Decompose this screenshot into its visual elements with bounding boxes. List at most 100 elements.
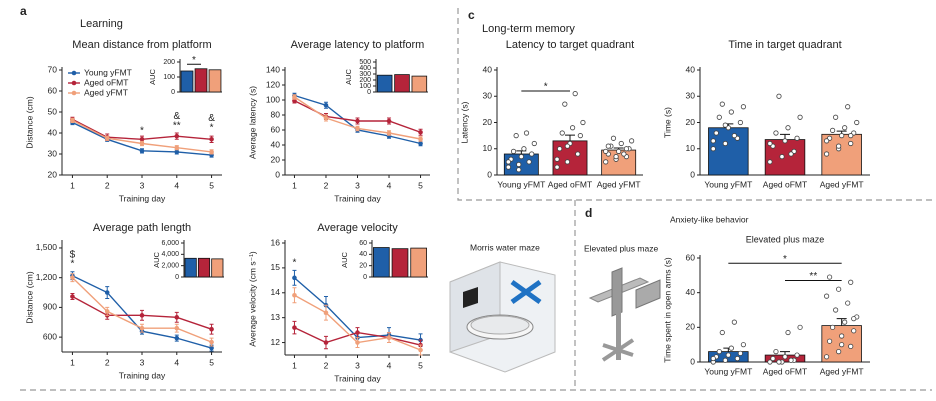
y-tick-label: 20 bbox=[686, 322, 696, 332]
heading: Long-term memory bbox=[482, 23, 575, 35]
x-tick-label: Aged oFMT bbox=[763, 179, 807, 189]
chart-title: Average path length bbox=[93, 222, 191, 234]
data-point bbox=[722, 357, 728, 363]
bar bbox=[394, 74, 410, 93]
annotation: ** bbox=[173, 120, 181, 131]
x-tick-label: 3 bbox=[140, 357, 145, 367]
plus-maze-illustration bbox=[588, 267, 661, 362]
data-point bbox=[836, 143, 842, 149]
data-point bbox=[559, 130, 565, 136]
error-bar bbox=[516, 150, 527, 154]
data-point bbox=[740, 104, 747, 110]
x-axis-label: Training day bbox=[119, 193, 166, 203]
data-point bbox=[830, 127, 836, 133]
y-tick-label: 20 bbox=[359, 263, 367, 270]
y-axis-label: Time spent in open arms (s) bbox=[662, 257, 672, 363]
series-marker bbox=[418, 347, 423, 353]
data-point bbox=[603, 148, 609, 154]
bar bbox=[208, 69, 222, 93]
series-marker bbox=[209, 339, 214, 345]
y-axis-label: Latency (s) bbox=[459, 101, 469, 143]
x-tick-label: Young yFMT bbox=[497, 179, 545, 189]
bar bbox=[211, 258, 224, 278]
series-marker bbox=[139, 313, 145, 318]
bar bbox=[194, 68, 208, 93]
series-marker bbox=[292, 275, 297, 281]
series-marker bbox=[292, 325, 297, 330]
series-marker bbox=[209, 137, 214, 142]
y-tick-label: 60 bbox=[271, 124, 281, 134]
y-tick-label: 200 bbox=[359, 77, 371, 84]
bar bbox=[184, 257, 197, 278]
data-point bbox=[710, 146, 716, 152]
data-point bbox=[710, 138, 716, 144]
panel-letter: a bbox=[20, 4, 27, 18]
x-tick-label: 4 bbox=[174, 357, 179, 367]
y-tick-label: 300 bbox=[359, 71, 371, 78]
bar bbox=[391, 248, 409, 278]
data-point bbox=[823, 138, 830, 144]
y-tick-label: 40 bbox=[271, 139, 281, 149]
y-tick-label: 0 bbox=[690, 169, 695, 179]
y-tick-label: 13 bbox=[271, 312, 281, 322]
bar bbox=[410, 247, 428, 278]
data-point bbox=[782, 354, 788, 360]
x-axis-label: Training day bbox=[119, 370, 166, 380]
series-marker bbox=[386, 118, 392, 124]
x-tick-label: 4 bbox=[387, 180, 392, 190]
data-point bbox=[839, 133, 845, 139]
y-tick-label: 100 bbox=[163, 74, 175, 81]
y-tick-label: 30 bbox=[686, 91, 696, 101]
y-tick-label: 140 bbox=[266, 64, 280, 74]
annotation: * bbox=[140, 126, 144, 137]
heading: Learning bbox=[80, 18, 123, 30]
y-axis-label: AUC bbox=[152, 252, 161, 268]
data-point bbox=[710, 355, 716, 362]
series-marker bbox=[386, 130, 392, 136]
y-tick-label: 60 bbox=[359, 240, 367, 247]
data-point bbox=[788, 151, 794, 157]
data-point bbox=[842, 319, 848, 325]
series-marker bbox=[418, 141, 423, 146]
series-marker bbox=[104, 135, 110, 141]
x-tick-label: Aged yFMT bbox=[820, 366, 864, 376]
data-point bbox=[505, 164, 511, 170]
data-point bbox=[516, 167, 522, 173]
data-point bbox=[554, 164, 560, 170]
x-tick-label: Aged oFMT bbox=[763, 366, 807, 376]
series-marker bbox=[355, 340, 360, 345]
y-axis-label: Distance (cm) bbox=[24, 96, 34, 149]
data-point bbox=[848, 140, 854, 147]
data-point bbox=[505, 159, 511, 165]
data-point bbox=[776, 359, 782, 365]
chart-title: Latency to target quadrant bbox=[506, 39, 634, 51]
significance-label: * bbox=[544, 82, 548, 93]
data-point bbox=[823, 354, 830, 360]
y-tick-label: 60 bbox=[686, 252, 696, 262]
data-point bbox=[577, 133, 583, 139]
x-tick-label: 3 bbox=[355, 180, 360, 190]
data-point bbox=[845, 300, 851, 306]
x-tick-label: Young yFMT bbox=[704, 366, 752, 376]
data-point bbox=[770, 355, 776, 362]
data-point bbox=[728, 345, 734, 351]
data-point bbox=[851, 328, 857, 334]
significance-label: * bbox=[783, 254, 787, 265]
series-marker bbox=[323, 340, 329, 345]
y-tick-label: 0 bbox=[690, 356, 695, 366]
y-axis-label: Time (s) bbox=[662, 107, 672, 138]
chart-title: Mean distance from platform bbox=[72, 39, 211, 51]
y-tick-label: 120 bbox=[266, 79, 280, 89]
y-tick-label: 10 bbox=[686, 143, 696, 153]
series-marker bbox=[104, 309, 110, 314]
y-tick-label: 600 bbox=[43, 331, 57, 341]
y-tick-label: 0 bbox=[175, 274, 179, 281]
data-point bbox=[510, 148, 517, 154]
y-axis-label: AUC bbox=[148, 69, 157, 85]
y-tick-label: 0 bbox=[171, 89, 175, 96]
annotation: & bbox=[173, 111, 180, 122]
y-tick-label: 500 bbox=[359, 59, 371, 66]
y-tick-label: 0 bbox=[275, 169, 280, 179]
x-tick-label: 5 bbox=[418, 180, 423, 190]
data-point bbox=[848, 133, 854, 139]
